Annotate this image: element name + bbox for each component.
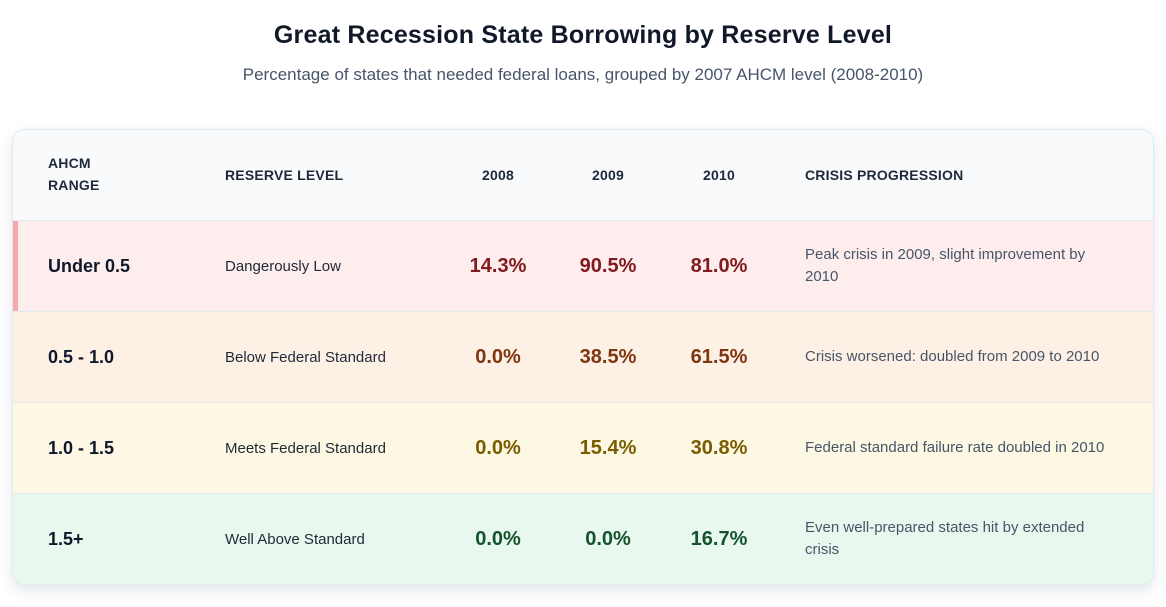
column-header-2009: 2009 <box>592 167 624 183</box>
column-header-2010: 2010 <box>703 167 735 183</box>
value-2008-cell: 0.0% <box>475 345 521 368</box>
value-2009-cell: 38.5% <box>579 345 637 368</box>
value-2010-cell: 16.7% <box>690 527 748 550</box>
reserve-level-cell: Well Above Standard <box>225 530 365 548</box>
value-2008-cell: 14.3% <box>469 254 527 277</box>
value-2008-cell: 0.0% <box>475 436 521 459</box>
crisis-progression-cell: Crisis worsened: doubled from 2009 to 20… <box>805 347 1100 365</box>
ahcm-range-cell: 1.5+ <box>48 528 84 549</box>
ahcm-range-cell: 0.5 - 1.0 <box>48 346 115 367</box>
table-row-0-5-to-1-0: 0.5 - 1.0 Below Federal Standard 0.0% 38… <box>13 311 1153 402</box>
table-row-1-0-to-1-5: 1.0 - 1.5 Meets Federal Standard 0.0% 15… <box>13 402 1153 493</box>
reserve-level-cell: Meets Federal Standard <box>225 439 386 457</box>
table-header-row: AHCM Range Reserve Level 2008 2009 2010 … <box>13 130 1153 220</box>
crisis-progression-cell: Even well-prepared states hit by extende… <box>805 518 1085 559</box>
value-2010-cell: 61.5% <box>690 345 748 368</box>
ahcm-range-cell: Under 0.5 <box>48 255 131 276</box>
data-table-card: AHCM Range Reserve Level 2008 2009 2010 … <box>12 129 1154 585</box>
value-2010-cell: 81.0% <box>690 254 748 277</box>
crisis-progression-cell: Peak crisis in 2009, slight improvement … <box>805 245 1086 286</box>
page: Great Recession State Borrowing by Reser… <box>0 0 1166 585</box>
value-2010-cell: 30.8% <box>690 436 748 459</box>
table-row-1-5-plus: 1.5+ Well Above Standard 0.0% 0.0% 16.7%… <box>13 493 1153 584</box>
reserve-level-cell: Below Federal Standard <box>225 348 386 366</box>
column-header-2008: 2008 <box>482 167 514 183</box>
crisis-progression-cell: Federal standard failure rate doubled in… <box>805 438 1105 456</box>
ahcm-range-cell: 1.0 - 1.5 <box>48 437 115 458</box>
value-2009-cell: 90.5% <box>579 254 637 277</box>
value-2009-cell: 15.4% <box>579 436 637 459</box>
page-title: Great Recession State Borrowing by Reser… <box>273 21 893 49</box>
value-2009-cell: 0.0% <box>585 527 631 550</box>
table-row-under-0-5: Under 0.5 Dangerously Low 14.3% 90.5% 81… <box>13 220 1153 311</box>
value-2008-cell: 0.0% <box>475 527 521 550</box>
column-header-ahcm-range-label: AHCM Range <box>48 155 100 193</box>
column-header-reserve-level: Reserve Level <box>225 167 344 183</box>
page-header: Great Recession State Borrowing by Reser… <box>0 0 1166 85</box>
reserve-level-cell: Dangerously Low <box>225 257 341 275</box>
column-header-ahcm-range: AHCM Range <box>13 153 213 196</box>
column-header-crisis-progression: Crisis Progression <box>805 167 964 183</box>
page-subtitle: Percentage of states that needed federal… <box>242 65 924 84</box>
